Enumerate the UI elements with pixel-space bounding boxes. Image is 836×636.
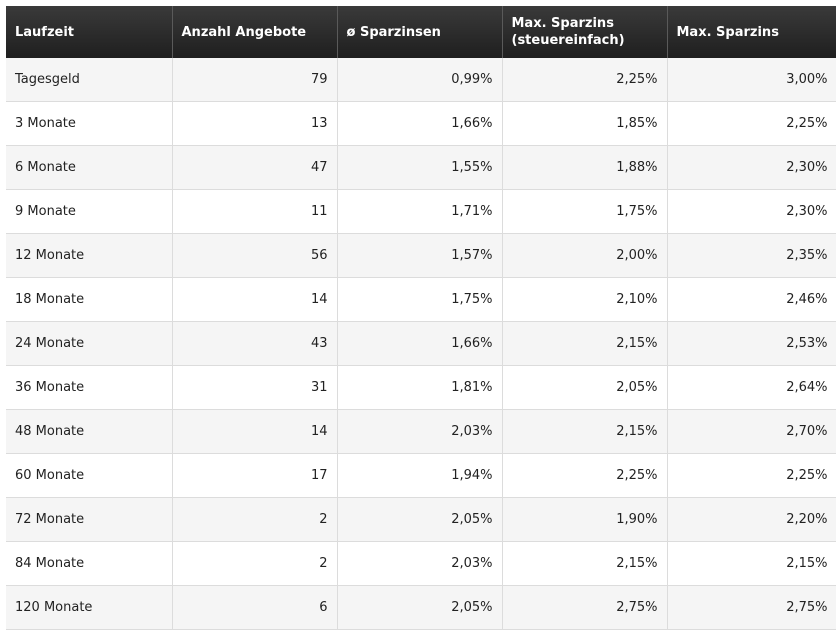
cell-max-sparzins: 2,30% bbox=[667, 145, 836, 190]
cell-max-sparzins-steuereinfach: 2,15% bbox=[502, 541, 668, 586]
cell-laufzeit: 48 Monate bbox=[6, 409, 173, 454]
cell-max-sparzins: 2,20% bbox=[667, 497, 836, 542]
cell-max-sparzins-steuereinfach: 1,88% bbox=[502, 145, 668, 190]
cell-max-sparzins-steuereinfach: 2,15% bbox=[502, 409, 668, 454]
cell-avg-sparzinsen: 2,05% bbox=[337, 585, 503, 630]
cell-max-sparzins: 3,00% bbox=[667, 58, 836, 102]
table-row: Tagesgeld 79 0,99% 2,25% 3,00% bbox=[6, 58, 836, 102]
cell-avg-sparzinsen: 1,81% bbox=[337, 365, 503, 410]
cell-anzahl-angebote: 14 bbox=[172, 409, 338, 454]
table-row: 120 Monate 6 2,05% 2,75% 2,75% bbox=[6, 585, 836, 630]
cell-avg-sparzinsen: 1,94% bbox=[337, 453, 503, 498]
table-row: 24 Monate 43 1,66% 2,15% 2,53% bbox=[6, 321, 836, 366]
cell-anzahl-angebote: 14 bbox=[172, 277, 338, 322]
cell-anzahl-angebote: 11 bbox=[172, 189, 338, 234]
table-row: 36 Monate 31 1,81% 2,05% 2,64% bbox=[6, 365, 836, 410]
table-row: 3 Monate 13 1,66% 1,85% 2,25% bbox=[6, 101, 836, 146]
table-row: 18 Monate 14 1,75% 2,10% 2,46% bbox=[6, 277, 836, 322]
cell-max-sparzins-steuereinfach: 2,05% bbox=[502, 365, 668, 410]
cell-laufzeit: 18 Monate bbox=[6, 277, 173, 322]
cell-anzahl-angebote: 79 bbox=[172, 58, 338, 102]
cell-max-sparzins-steuereinfach: 1,90% bbox=[502, 497, 668, 542]
cell-max-sparzins-steuereinfach: 2,25% bbox=[502, 58, 668, 102]
cell-laufzeit: Tagesgeld bbox=[6, 58, 173, 102]
cell-max-sparzins-steuereinfach: 1,85% bbox=[502, 101, 668, 146]
savings-rates-table-container: Laufzeit Anzahl Angebote ø Sparzinsen Ma… bbox=[6, 6, 836, 633]
cell-max-sparzins-steuereinfach: 2,10% bbox=[502, 277, 668, 322]
cell-max-sparzins-steuereinfach: 2,25% bbox=[502, 453, 668, 498]
column-header-anzahl-angebote: Anzahl Angebote bbox=[172, 6, 338, 58]
cell-anzahl-angebote: 17 bbox=[172, 453, 338, 498]
cell-avg-sparzinsen: 0,99% bbox=[337, 58, 503, 102]
savings-rates-table: Laufzeit Anzahl Angebote ø Sparzinsen Ma… bbox=[6, 6, 836, 630]
cell-avg-sparzinsen: 2,03% bbox=[337, 409, 503, 454]
cell-max-sparzins: 2,75% bbox=[667, 585, 836, 630]
column-header-max-sparzins: Max. Sparzins bbox=[667, 6, 836, 58]
cell-max-sparzins-steuereinfach: 2,75% bbox=[502, 585, 668, 630]
cell-avg-sparzinsen: 2,05% bbox=[337, 497, 503, 542]
cell-max-sparzins: 2,53% bbox=[667, 321, 836, 366]
cell-laufzeit: 12 Monate bbox=[6, 233, 173, 278]
cell-max-sparzins: 2,25% bbox=[667, 453, 836, 498]
cell-avg-sparzinsen: 1,66% bbox=[337, 321, 503, 366]
table-row: 84 Monate 2 2,03% 2,15% 2,15% bbox=[6, 541, 836, 586]
cell-laufzeit: 6 Monate bbox=[6, 145, 173, 190]
cell-avg-sparzinsen: 1,55% bbox=[337, 145, 503, 190]
cell-laufzeit: 9 Monate bbox=[6, 189, 173, 234]
cell-anzahl-angebote: 2 bbox=[172, 497, 338, 542]
table-row: 9 Monate 11 1,71% 1,75% 2,30% bbox=[6, 189, 836, 234]
cell-anzahl-angebote: 47 bbox=[172, 145, 338, 190]
table-row: 60 Monate 17 1,94% 2,25% 2,25% bbox=[6, 453, 836, 498]
table-header: Laufzeit Anzahl Angebote ø Sparzinsen Ma… bbox=[6, 6, 836, 58]
cell-max-sparzins: 2,15% bbox=[667, 541, 836, 586]
cell-max-sparzins-steuereinfach: 1,75% bbox=[502, 189, 668, 234]
column-header-max-sparzins-steuereinfach: Max. Sparzins (steuereinfach) bbox=[502, 6, 668, 58]
cell-anzahl-angebote: 31 bbox=[172, 365, 338, 410]
cell-avg-sparzinsen: 1,71% bbox=[337, 189, 503, 234]
table-body: Tagesgeld 79 0,99% 2,25% 3,00% 3 Monate 13 1,66… bbox=[6, 58, 836, 630]
cell-max-sparzins: 2,25% bbox=[667, 101, 836, 146]
cell-max-sparzins: 2,70% bbox=[667, 409, 836, 454]
cell-laufzeit: 120 Monate bbox=[6, 585, 173, 630]
cell-anzahl-angebote: 56 bbox=[172, 233, 338, 278]
cell-avg-sparzinsen: 1,66% bbox=[337, 101, 503, 146]
column-header-laufzeit: Laufzeit bbox=[6, 6, 173, 58]
cell-anzahl-angebote: 6 bbox=[172, 585, 338, 630]
cell-laufzeit: 72 Monate bbox=[6, 497, 173, 542]
cell-max-sparzins: 2,35% bbox=[667, 233, 836, 278]
cell-anzahl-angebote: 43 bbox=[172, 321, 338, 366]
column-header-avg-sparzinsen: ø Sparzinsen bbox=[337, 6, 503, 58]
cell-laufzeit: 60 Monate bbox=[6, 453, 173, 498]
table-row: 72 Monate 2 2,05% 1,90% 2,20% bbox=[6, 497, 836, 542]
cell-anzahl-angebote: 2 bbox=[172, 541, 338, 586]
cell-laufzeit: 3 Monate bbox=[6, 101, 173, 146]
table-row: 6 Monate 47 1,55% 1,88% 2,30% bbox=[6, 145, 836, 190]
cell-avg-sparzinsen: 2,03% bbox=[337, 541, 503, 586]
cell-max-sparzins-steuereinfach: 2,00% bbox=[502, 233, 668, 278]
cell-avg-sparzinsen: 1,75% bbox=[337, 277, 503, 322]
header-row: Laufzeit Anzahl Angebote ø Sparzinsen Ma… bbox=[6, 6, 836, 58]
cell-avg-sparzinsen: 1,57% bbox=[337, 233, 503, 278]
cell-max-sparzins: 2,30% bbox=[667, 189, 836, 234]
cell-max-sparzins-steuereinfach: 2,15% bbox=[502, 321, 668, 366]
cell-max-sparzins: 2,64% bbox=[667, 365, 836, 410]
cell-anzahl-angebote: 13 bbox=[172, 101, 338, 146]
table-row: 12 Monate 56 1,57% 2,00% 2,35% bbox=[6, 233, 836, 278]
cell-laufzeit: 84 Monate bbox=[6, 541, 173, 586]
table-row: 48 Monate 14 2,03% 2,15% 2,70% bbox=[6, 409, 836, 454]
cell-laufzeit: 24 Monate bbox=[6, 321, 173, 366]
cell-laufzeit: 36 Monate bbox=[6, 365, 173, 410]
cell-max-sparzins: 2,46% bbox=[667, 277, 836, 322]
